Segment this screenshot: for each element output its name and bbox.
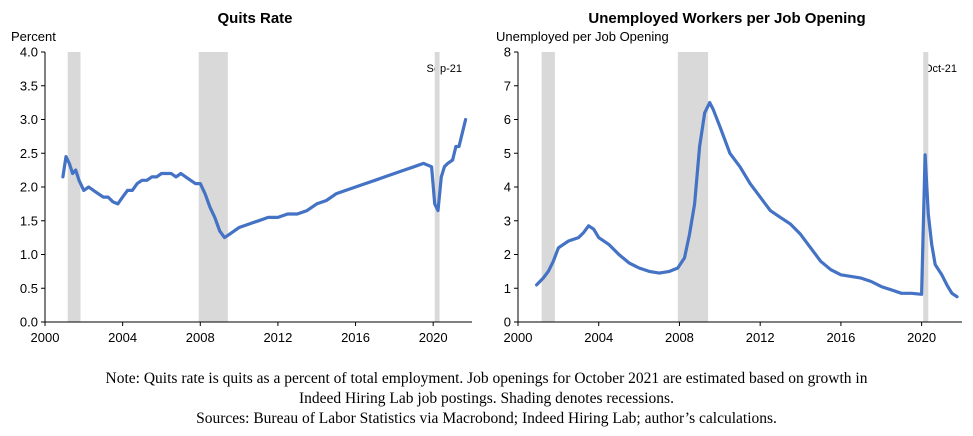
x-tick-label: 2016 [341, 330, 370, 345]
y-tick-label: 2.5 [20, 146, 38, 161]
chart-title: Unemployed Workers per Job Opening [588, 10, 865, 27]
y-tick-label: 2.0 [20, 180, 38, 195]
y-tick-label: 6 [504, 112, 511, 127]
series-line [61, 117, 468, 240]
y-axis-label: Percent [11, 29, 56, 44]
latest-date-annotation: Sep-21 [427, 63, 462, 75]
x-tick-label: 2020 [419, 330, 448, 345]
recession-band [67, 52, 81, 322]
y-tick-label: 4 [504, 180, 511, 195]
x-tick-label: 2000 [31, 330, 60, 345]
y-tick-label: 5 [504, 146, 511, 161]
x-tick-label: 2000 [504, 330, 533, 345]
y-tick-label: 0.5 [20, 281, 38, 296]
y-tick-label: 4.0 [20, 45, 38, 60]
y-tick-label: 2 [504, 247, 511, 262]
x-tick-label: 2008 [665, 330, 694, 345]
x-tick-label: 2020 [907, 330, 936, 345]
y-tick-label: 0 [504, 315, 511, 330]
series-line [534, 100, 959, 299]
y-tick-label: 1.0 [20, 247, 38, 262]
chart-quits-rate: Quits Rate Percent Sep-21 0.0 0.5 1.0 1.5 2.… [11, 10, 472, 345]
y-tick-label: 3.5 [20, 78, 38, 93]
recession-band [541, 52, 555, 322]
x-tick-label: 2008 [186, 330, 215, 345]
y-tick-label: 1 [504, 281, 511, 296]
recession-band [677, 52, 709, 322]
footnote-line: Sources: Bureau of Labor Statistics via … [196, 410, 777, 427]
x-tick-label: 2012 [263, 330, 292, 345]
x-tick-label: 2004 [584, 330, 613, 345]
y-tick-label: 3 [504, 213, 511, 228]
footnote: Note: Quits rate is quits as a percent o… [0, 369, 973, 429]
footnote-line: Note: Quits rate is quits as a percent o… [105, 370, 868, 387]
y-tick-label: 7 [504, 78, 511, 93]
y-tick-label: 3.0 [20, 112, 38, 127]
y-tick-label: 8 [504, 45, 511, 60]
x-tick-label: 2016 [826, 330, 855, 345]
y-axis-label: Unemployed per Job Opening [496, 29, 669, 44]
y-tick-label: 0.0 [20, 315, 38, 330]
x-tick-label: 2004 [108, 330, 137, 345]
y-tick-label: 1.5 [20, 213, 38, 228]
chart-unemployed-per-opening: Unemployed Workers per Job Opening Unemp… [496, 10, 962, 345]
latest-date-annotation: Oct-21 [924, 63, 957, 75]
footnote-line: Indeed Hiring Lab job postings. Shading … [299, 390, 674, 407]
recession-band [434, 52, 440, 322]
x-tick-label: 2012 [746, 330, 775, 345]
chart-title: Quits Rate [217, 10, 292, 27]
